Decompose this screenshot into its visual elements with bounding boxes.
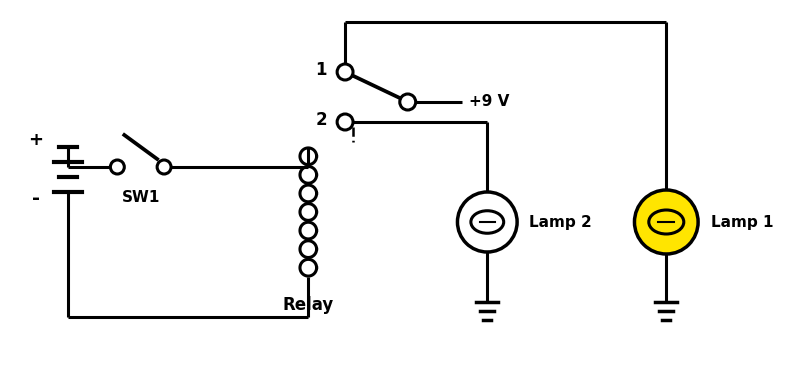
Circle shape bbox=[634, 190, 698, 254]
Circle shape bbox=[337, 64, 353, 80]
Text: -: - bbox=[32, 190, 40, 208]
Circle shape bbox=[457, 192, 517, 252]
Text: Relay: Relay bbox=[283, 296, 334, 314]
Text: Lamp 1: Lamp 1 bbox=[711, 215, 773, 230]
Circle shape bbox=[400, 94, 416, 110]
Text: Lamp 2: Lamp 2 bbox=[529, 215, 592, 230]
Text: 1: 1 bbox=[316, 61, 327, 79]
Circle shape bbox=[157, 160, 171, 174]
Text: SW1: SW1 bbox=[122, 190, 160, 204]
Circle shape bbox=[337, 114, 353, 130]
Text: 2: 2 bbox=[315, 111, 327, 129]
Text: +9 V: +9 V bbox=[469, 95, 510, 109]
Text: +: + bbox=[28, 131, 43, 149]
Circle shape bbox=[111, 160, 124, 174]
